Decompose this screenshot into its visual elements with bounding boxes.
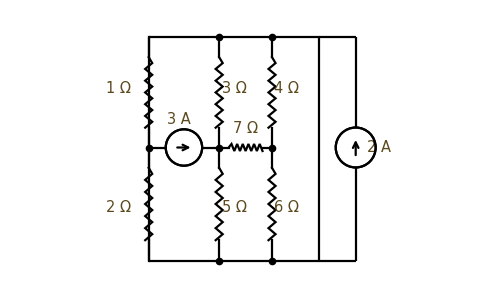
Text: 7 Ω: 7 Ω	[233, 121, 258, 136]
Text: 2 Ω: 2 Ω	[106, 200, 131, 215]
Circle shape	[336, 127, 376, 168]
Text: 6 Ω: 6 Ω	[274, 200, 299, 215]
Text: 3 A: 3 A	[167, 112, 191, 127]
Text: 1 Ω: 1 Ω	[106, 81, 131, 96]
Text: 4 Ω: 4 Ω	[274, 81, 299, 96]
Text: 2 A: 2 A	[368, 140, 392, 155]
Text: 3 Ω: 3 Ω	[222, 81, 246, 96]
Circle shape	[166, 129, 202, 166]
Text: 5 Ω: 5 Ω	[222, 200, 246, 215]
